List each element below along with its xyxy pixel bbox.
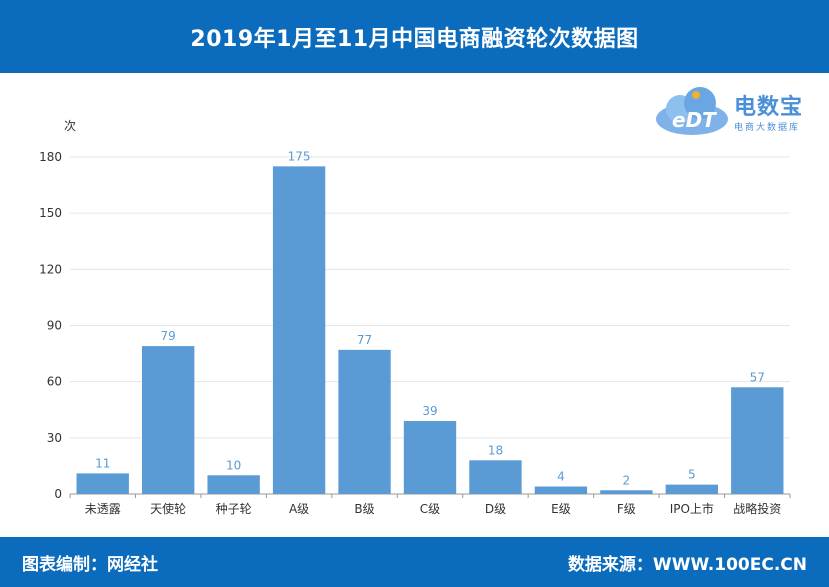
bar: [142, 346, 195, 494]
x-tick-label: IPO上市: [670, 501, 714, 516]
title-bar: 2019年1月至11月中国电商融资轮次数据图: [0, 0, 829, 73]
x-tick-label: E级: [551, 502, 571, 516]
logo-subtitle: 电商大数据库: [734, 123, 801, 133]
y-axis-unit: 次: [64, 119, 77, 133]
bar: [731, 387, 784, 494]
bar-value-label: 18: [488, 443, 503, 457]
bar: [272, 166, 326, 494]
y-tick-label: 180: [39, 150, 62, 164]
y-tick-label: 0: [54, 487, 62, 501]
bar-value-label: 10: [226, 458, 241, 472]
bar: [469, 460, 522, 494]
bar: [403, 420, 457, 494]
y-tick-label: 60: [47, 375, 62, 389]
brand-logo: eDT 电数宝 电商大数据库: [652, 83, 822, 143]
bar: [665, 484, 718, 494]
bar-value-label: 4: [557, 470, 565, 484]
x-tick-label: B级: [354, 502, 374, 516]
x-tick-label: C级: [420, 502, 440, 516]
bar-value-label: 5: [688, 468, 696, 482]
y-tick-label: 30: [47, 431, 62, 445]
chart-title: 2019年1月至11月中国电商融资轮次数据图: [190, 26, 639, 52]
y-tick-label: 150: [39, 206, 62, 220]
bar: [207, 475, 260, 494]
y-tick-label: 120: [39, 262, 62, 276]
bar: [600, 490, 653, 494]
chart-credit: 图表编制：网经社: [22, 555, 158, 575]
cloud-icon: [656, 87, 728, 135]
y-tick-label: 90: [47, 319, 62, 333]
x-tick-label: 战略投资: [733, 501, 781, 516]
data-source: 数据来源：WWW.100EC.CN: [567, 555, 807, 575]
x-tick-label: 种子轮: [216, 502, 252, 516]
bar-value-label: 2: [623, 473, 631, 487]
x-tick-label: D级: [485, 502, 506, 516]
x-tick-label: F级: [617, 502, 636, 516]
bar-value-label: 175: [288, 149, 311, 163]
bar: [338, 349, 391, 494]
x-tick-label: 天使轮: [150, 501, 186, 516]
bar-value-label: 39: [422, 404, 437, 418]
bar-value-label: 57: [750, 370, 765, 384]
logo-mark: eDT: [672, 108, 716, 132]
bar: [76, 473, 129, 494]
logo-name: 电数宝: [734, 95, 804, 120]
bar: [534, 486, 588, 494]
bar-value-label: 11: [95, 456, 110, 470]
bar-value-label: 79: [161, 329, 176, 343]
x-tick-label: 未透露: [85, 502, 121, 516]
footer-bar: 图表编制：网经社 数据来源：WWW.100EC.CN: [0, 537, 829, 587]
bar-value-label: 77: [357, 333, 372, 347]
x-tick-label: A级: [289, 502, 309, 516]
